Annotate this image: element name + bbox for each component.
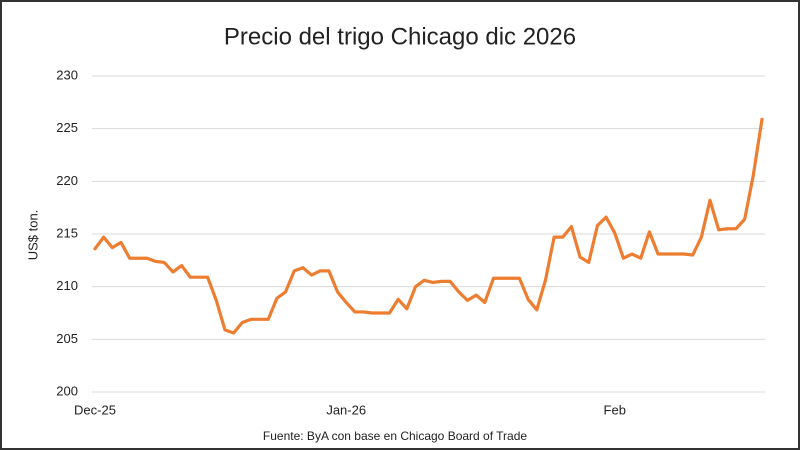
y-tick-label: 210 xyxy=(56,278,78,293)
y-tick-label: 230 xyxy=(56,67,78,82)
source-note: Fuente: ByA con base en Chicago Board of… xyxy=(263,429,527,443)
x-tick-label: Dec-25 xyxy=(74,402,116,417)
y-tick-label: 220 xyxy=(56,173,78,188)
x-tick-label: Feb xyxy=(604,402,626,417)
x-tick-label: Jan-26 xyxy=(326,402,366,417)
y-tick-label: 225 xyxy=(56,120,78,135)
y-tick-label: 200 xyxy=(56,383,78,398)
y-tick-label: 205 xyxy=(56,331,78,346)
price-line xyxy=(93,117,764,335)
y-axis-label: US$ ton. xyxy=(25,210,40,261)
y-tick-label: 215 xyxy=(56,225,78,240)
chart-title: Precio del trigo Chicago dic 2026 xyxy=(224,23,576,50)
